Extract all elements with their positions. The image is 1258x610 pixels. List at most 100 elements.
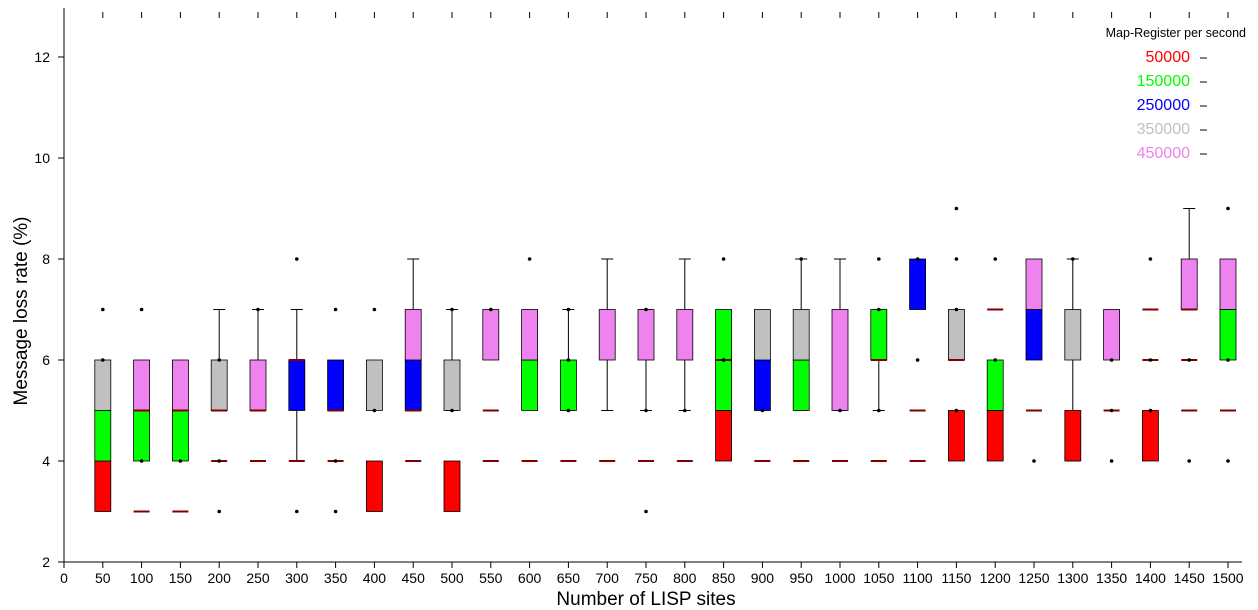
- box-group: [482, 307, 500, 462]
- outlier-point: [489, 307, 493, 312]
- outlier-point: [1148, 358, 1153, 362]
- legend-label: 450000: [1137, 145, 1190, 162]
- box-group: [210, 309, 228, 514]
- box-group: [986, 257, 1004, 462]
- outlier-point: [1109, 459, 1114, 463]
- box-250000: [327, 359, 345, 411]
- y-tick-label: 6: [42, 352, 50, 368]
- x-tick-label: 350: [324, 570, 348, 586]
- outlier-point: [1032, 459, 1036, 463]
- outlier-point: [450, 408, 454, 413]
- box-250000: [1025, 309, 1043, 361]
- x-axis-title: Number of LISP sites: [556, 589, 735, 610]
- outlier-point: [760, 408, 765, 413]
- box-group: [171, 359, 189, 513]
- box-group: [715, 257, 732, 462]
- x-tick-label: 1000: [824, 570, 855, 586]
- x-tick-label: 650: [557, 570, 581, 586]
- outlier-point: [1071, 257, 1075, 261]
- box-group: [1219, 206, 1237, 463]
- outlier-point: [372, 307, 377, 312]
- x-tick-label: 1500: [1212, 570, 1243, 586]
- box-350000: [1064, 309, 1082, 361]
- outlier-point: [877, 408, 881, 413]
- box-group: [1064, 257, 1082, 462]
- x-tick-label: 800: [673, 570, 697, 586]
- outlier-point: [101, 307, 105, 312]
- x-tick-label: 1100: [903, 570, 933, 586]
- outlier-point: [644, 408, 648, 413]
- outlier-point: [178, 459, 183, 463]
- x-tick-label: 1450: [1174, 570, 1205, 586]
- outlier-point: [1148, 257, 1153, 261]
- legend-label: 50000: [1146, 49, 1191, 66]
- outlier-point: [566, 307, 571, 312]
- outlier-point: [877, 257, 881, 261]
- legend-label: 350000: [1137, 121, 1190, 138]
- box-250000: [404, 359, 422, 411]
- x-tick-label: 450: [402, 570, 426, 586]
- box-50000: [365, 460, 383, 512]
- outlier-point: [295, 257, 299, 261]
- x-tick-label: 850: [712, 570, 736, 586]
- x-tick-label: 700: [596, 570, 620, 586]
- legend-label: 250000: [1137, 97, 1190, 114]
- outlier-point: [954, 408, 959, 413]
- box-group: [676, 258, 694, 462]
- box-group: [94, 307, 112, 512]
- box-group: [598, 258, 616, 462]
- outlier-point: [644, 307, 648, 312]
- outlier-point: [450, 307, 454, 312]
- outlier-point: [333, 459, 338, 463]
- outlier-point: [1148, 408, 1153, 413]
- outlier-point: [915, 257, 920, 261]
- box-150000: [560, 359, 577, 411]
- box-450000: [133, 359, 151, 411]
- box-350000: [94, 359, 112, 411]
- x-tick-label: 900: [751, 570, 775, 586]
- y-axis-title: Message loss rate (%): [11, 216, 32, 405]
- outlier-point: [372, 408, 377, 413]
- box-group: [637, 307, 655, 514]
- box-50000: [1142, 410, 1159, 462]
- outlier-point: [1226, 459, 1230, 463]
- outlier-point: [217, 509, 221, 514]
- outlier-point: [838, 408, 842, 413]
- box-group: [133, 307, 151, 513]
- y-tick-label: 4: [42, 453, 50, 469]
- box-450000: [521, 309, 538, 361]
- box-group: [443, 307, 461, 512]
- box-50000: [948, 410, 965, 462]
- box-group: [870, 257, 888, 462]
- outlier-point: [954, 206, 959, 211]
- outlier-point: [1187, 358, 1191, 362]
- outlier-point: [333, 509, 338, 514]
- outlier-point: [993, 257, 997, 261]
- legend-title: Map-Register per second: [1106, 26, 1246, 40]
- box-group: [948, 206, 965, 462]
- box-450000: [1103, 309, 1120, 361]
- outlier-point: [217, 358, 221, 362]
- box-group: [288, 257, 306, 514]
- box-350000: [365, 359, 383, 411]
- x-tick-label: 250: [246, 570, 270, 586]
- x-tick-label: 950: [790, 570, 814, 586]
- outlier-point: [527, 257, 532, 261]
- x-tick-label: 550: [479, 570, 503, 586]
- box-350000: [792, 309, 810, 361]
- x-tick-label: 1150: [941, 570, 971, 586]
- box-group: [521, 257, 538, 462]
- outlier-point: [256, 307, 260, 312]
- outlier-point: [295, 509, 299, 514]
- box-350000: [948, 309, 965, 361]
- outlier-point: [644, 509, 648, 514]
- y-tick-label: 8: [42, 251, 50, 267]
- box-group: [1180, 208, 1198, 463]
- box-350000: [754, 309, 771, 361]
- legend: Map-Register per second 50000 150000 25000…: [1106, 26, 1246, 162]
- box-150000: [521, 359, 538, 411]
- box-150000: [133, 410, 151, 462]
- outlier-point: [333, 307, 338, 312]
- box-250000: [288, 359, 306, 411]
- outlier-point: [683, 408, 687, 413]
